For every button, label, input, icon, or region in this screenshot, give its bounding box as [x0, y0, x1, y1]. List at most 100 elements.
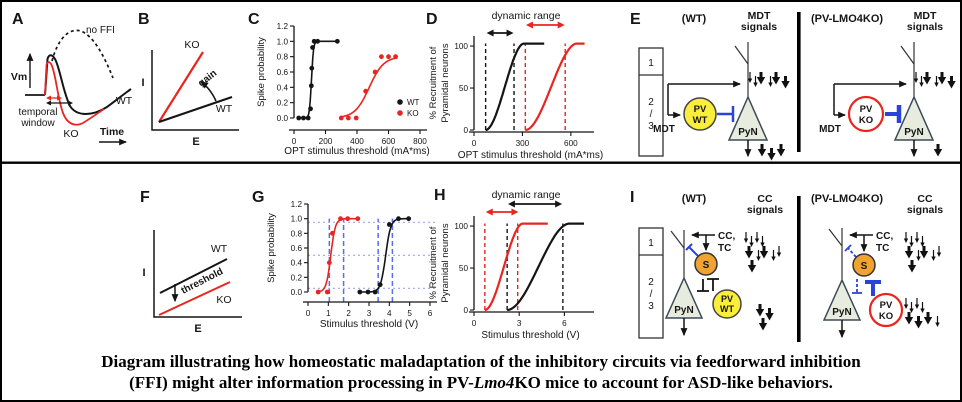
small-down-arrowhead-icon [760, 242, 765, 247]
x-tick-label: 4 [387, 309, 392, 318]
no-ffi-label: no FFI [86, 25, 115, 36]
y-tick-label: 0.2 [291, 273, 303, 282]
pv-wt-label: WT [693, 115, 708, 126]
y-axis-label-1: % Recruitment of [428, 46, 439, 119]
weak-s-to-pv-inhibition-icon [852, 279, 862, 294]
layer-3-label: 3 [648, 301, 654, 312]
data-point-KO [315, 289, 321, 295]
ko-gain-line [158, 51, 204, 123]
large-down-arrowhead-icon [914, 321, 923, 329]
large-down-arrowhead-icon [758, 323, 768, 331]
pyn-label: PyN [904, 127, 923, 138]
small-down-arrowhead-icon [771, 256, 776, 261]
wt-title: (WT) [682, 13, 707, 25]
wt-output-signal-arrows-icon [757, 144, 786, 161]
small-down-arrowhead-icon [931, 256, 936, 261]
x-tick-label: 0 [292, 137, 297, 146]
panel-label-g: G [252, 189, 264, 206]
sst-neuron [694, 252, 718, 276]
data-point-KO [330, 230, 335, 236]
panel-label-e: E [630, 11, 641, 28]
small-down-arrowhead-icon [919, 82, 924, 87]
series-curve-KO [484, 222, 548, 312]
wt-label: WT [116, 95, 133, 107]
data-point-KO [326, 260, 332, 266]
y-tick-label: 1.2 [277, 22, 289, 31]
mdt-signals-label-1: MDT [914, 10, 937, 22]
large-down-arrowhead-icon [937, 77, 947, 85]
large-down-arrowhead-icon [771, 77, 781, 85]
large-down-arrowhead-icon [776, 149, 786, 157]
series-curve-KO [525, 42, 585, 132]
figure-canvas: A B C D E F G H I Vm no FFI temporal win… [2, 10, 960, 342]
axes [153, 230, 242, 318]
cc-signals-label-1: CC [757, 193, 773, 205]
mdt-signals-label-2: signals [907, 21, 943, 33]
pv-wt-neuron [712, 289, 742, 319]
layer-1-label: 1 [648, 238, 654, 249]
large-down-arrowhead-icon [757, 149, 767, 157]
large-down-arrowhead-icon [756, 77, 766, 85]
small-down-arrowhead-icon [916, 256, 921, 261]
caption-line1: Diagram illustrating how homeostatic mal… [101, 352, 861, 371]
temporal-label: temporal [19, 107, 58, 118]
large-down-arrowhead-icon [781, 81, 790, 89]
mdt-signals-label-1: MDT [748, 10, 771, 22]
layer-slash-label: / [650, 109, 653, 120]
cc-input-signal-arrows-icon [903, 232, 942, 273]
caption-line2: (FFI) might alter information processing… [129, 372, 833, 393]
large-down-arrowhead-icon [947, 81, 956, 89]
chart-title: dynamic range [492, 10, 561, 22]
vm-label: Vm [11, 71, 27, 83]
x-tick-label: 800 [413, 137, 427, 146]
pv-wt-neuron [683, 97, 717, 131]
cortical-layers-box [638, 227, 664, 339]
cc-signals-label-1: CC [917, 193, 933, 205]
caption-line2-post: KO mice to account for ASD-like behavior… [514, 373, 833, 392]
data-point-WT [377, 282, 383, 288]
small-down-arrowhead-icon [756, 256, 761, 261]
panel-a: Vm no FFI temporal window KO WT Time [11, 25, 133, 146]
x-tick-label: 200 [319, 137, 333, 146]
panel-label-b: B [138, 11, 150, 28]
chart-d: 0 50 100 0 300 600 OPT stimulus threshold (mA*… [428, 10, 603, 161]
data-point-KO [379, 54, 384, 60]
y-tick-label: 0.4 [291, 259, 303, 268]
data-point-WT [406, 216, 412, 222]
y-tick-label: 1.0 [277, 37, 289, 46]
small-down-arrowhead-icon [909, 242, 914, 247]
mdt-label: MDT [819, 124, 841, 135]
pv-ko-neuron [868, 292, 904, 328]
small-down-arrowhead-icon [747, 78, 753, 83]
pv-label: PV [721, 294, 733, 304]
caption-line2-italic: Lmo4 [473, 373, 515, 392]
x-tick-label: 400 [350, 137, 364, 146]
legend-dot-KO [397, 110, 403, 116]
s-label: S [703, 260, 710, 271]
data-point-KO [393, 54, 398, 60]
x-axis-label: E [194, 323, 201, 335]
s-inhibitory-synapse-icon [685, 243, 699, 257]
small-down-arrowhead-icon [903, 238, 909, 243]
y-axis-label-2: Pyramidal neurons [440, 223, 451, 302]
data-point-WT [357, 289, 363, 295]
large-down-arrowhead-icon [933, 149, 943, 157]
small-down-arrowhead-icon [920, 308, 925, 313]
x-tick-label: 0 [472, 319, 477, 328]
pyn-label: PyN [832, 307, 851, 318]
layer-slash-label: / [650, 289, 653, 300]
mdt-input-signal-arrows-icon [913, 72, 956, 89]
strong-pv-to-s-inhibition-icon [865, 280, 881, 296]
x-tick-label: 300 [516, 139, 530, 148]
pyn-label: PyN [674, 305, 693, 316]
ko-vm-trace [44, 61, 105, 126]
series-curve-WT [297, 40, 339, 119]
panel-label-c: C [248, 11, 260, 28]
x-axis-label: Stimulus threshold (V) [320, 319, 418, 330]
data-point-KO [345, 216, 351, 222]
data-point-WT [396, 216, 401, 222]
data-point-KO [338, 115, 344, 121]
range-arrowhead [507, 200, 515, 208]
